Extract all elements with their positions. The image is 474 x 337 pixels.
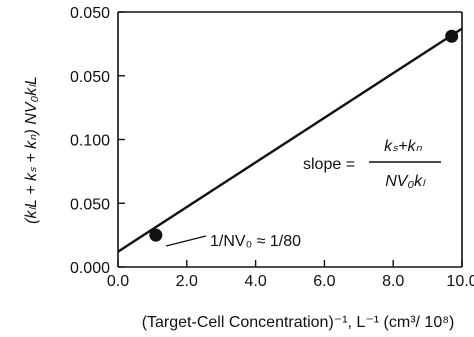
data-point [149,228,163,242]
y-tick-label: 0.050 [70,69,110,86]
y-tick-label: 0.050 [70,196,110,213]
y-tick-label: 0.100 [70,133,110,150]
x-tick-label: 2.0 [176,273,198,290]
slope-denominator: NV₀kₗ [385,173,426,190]
x-axis-label: (Target-Cell Concentration)⁻¹, L⁻¹ (cm³/… [142,314,455,331]
data-point [445,29,459,43]
series-line [117,27,463,253]
x-tick-label: 4.0 [244,273,266,290]
slope-prefix: slope = [303,156,355,173]
x-tick-label: 8.0 [382,273,404,290]
y-tick-label: 0.050 [70,5,110,22]
slope-numerator: kₛ+kₙ [384,138,422,155]
x-tick-label: 0.0 [107,273,129,290]
y-axis-ticks: 0.000 0.050 0.100 0.050 0.050 [70,5,125,277]
intercept-annotation: 1/NV₀ ≈ 1/80 [210,233,301,250]
x-axis-ticks: 0.0 2.0 4.0 6.0 8.0 10.0 [107,260,474,290]
series-group [117,27,463,253]
intercept-leader-line [165,235,207,247]
x-tick-label: 6.0 [313,273,335,290]
points-group [149,29,459,242]
x-tick-label: 10.0 [446,273,474,290]
y-tick-label: 0.000 [70,260,110,277]
y-axis-label: (kₗL + kₛ + kₙ) NV₀kₗL [23,76,40,224]
